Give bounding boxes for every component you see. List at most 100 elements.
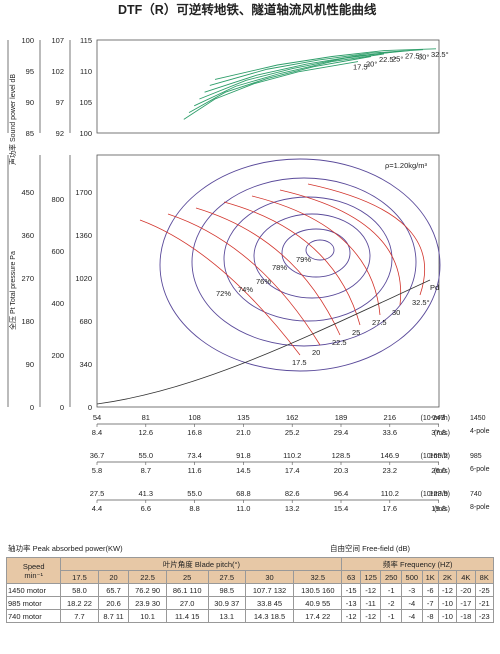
pressure-tick-label: 450 bbox=[21, 188, 34, 197]
table-col-header: 25 bbox=[165, 570, 209, 584]
table-cell: -25 bbox=[474, 583, 495, 597]
table-cell: -11 bbox=[359, 596, 382, 610]
velocity-tick-label: 29.4 bbox=[334, 428, 349, 437]
efficiency-label: 78% bbox=[272, 263, 287, 272]
sound-ylabel: 声功率 Sound power level dB bbox=[8, 74, 17, 165]
airflow-tick-label: 110.2 bbox=[283, 451, 301, 460]
airflow-tick-label: 68.8 bbox=[236, 489, 251, 498]
airflow-tick-label: 91.8 bbox=[236, 451, 251, 460]
speed-label: 1450 bbox=[470, 415, 486, 422]
sound-series-line bbox=[209, 49, 424, 86]
table-cell: 76.2 90 bbox=[128, 583, 167, 597]
table-cell: -7 bbox=[421, 596, 439, 610]
sound-panel: 100 95 90 85 107 102 97 92 115 110 105 100 17.5°20°… bbox=[7, 36, 449, 165]
table-cell: 65.7 bbox=[97, 583, 130, 597]
table-cell: -10 bbox=[437, 609, 458, 623]
efficiency-ring bbox=[191, 177, 417, 347]
pressure-tick-label: 1020 bbox=[75, 274, 92, 283]
table-cell: 8.7 11 bbox=[97, 609, 130, 623]
table-cell: -12 bbox=[437, 583, 458, 597]
velocity-tick-label: 25.2 bbox=[285, 428, 300, 437]
table-cell: 98.5 bbox=[207, 583, 246, 597]
sound-series-line bbox=[199, 50, 398, 100]
table-col-header: 500 bbox=[401, 570, 423, 584]
blade-pitch-line bbox=[195, 207, 341, 336]
sound-tick-label: 100 bbox=[21, 36, 34, 45]
table-cell: 130.5 160 bbox=[293, 583, 343, 597]
efficiency-label: 72% bbox=[216, 289, 231, 298]
table-col-header: 250 bbox=[380, 570, 403, 584]
table-cell: 20.6 bbox=[97, 596, 130, 610]
efficiency-label: 76% bbox=[256, 277, 271, 286]
table-col-header: 2K bbox=[437, 570, 458, 584]
airflow-unit: (10⁴m³/h) bbox=[421, 453, 450, 460]
table-cell: 27.0 bbox=[165, 596, 209, 610]
table-cell: 17.4 22 bbox=[293, 609, 343, 623]
efficiency-ring bbox=[305, 239, 335, 261]
table-cell: 11.4 15 bbox=[165, 609, 209, 623]
table-header-speed: Speed min⁻¹ bbox=[5, 557, 62, 584]
sound-series-line bbox=[204, 50, 411, 93]
airflow-tick-label: 162 bbox=[286, 413, 299, 422]
table-cell: 107.7 132 bbox=[244, 583, 295, 597]
table-col-header: 32.5 bbox=[293, 570, 343, 584]
efficiency-label: 74% bbox=[238, 285, 253, 294]
table-cell: 40.9 55 bbox=[293, 596, 343, 610]
blade-pitch-label: 17.5 bbox=[292, 358, 307, 367]
velocity-tick-label: 14.5 bbox=[236, 466, 251, 475]
velocity-tick-label: 20.3 bbox=[334, 466, 349, 475]
table-cell-speed: 985 motor bbox=[5, 596, 62, 610]
velocity-tick-label: 21.0 bbox=[236, 428, 251, 437]
table-cell: -12 bbox=[341, 609, 361, 623]
speed-label: 985 bbox=[470, 453, 482, 460]
velocity-tick-label: 4.4 bbox=[92, 504, 102, 513]
blade-pitch-label: 30 bbox=[392, 308, 400, 317]
table-cell: 58.0 bbox=[60, 583, 99, 597]
airflow-tick-label: 55.0 bbox=[187, 489, 202, 498]
velocity-tick-label: 11.0 bbox=[236, 504, 250, 513]
sound-tick-label: 110 bbox=[80, 67, 92, 76]
blade-pitch-label: 22.5 bbox=[332, 338, 347, 347]
velocity-tick-label: 37.8 bbox=[431, 428, 446, 437]
airflow-unit: (10⁴m³/h) bbox=[421, 415, 450, 422]
airflow-tick-label: 81 bbox=[142, 413, 150, 422]
pressure-tick-label: 0 bbox=[30, 403, 34, 412]
velocity-tick-label: 17.4 bbox=[285, 466, 300, 475]
airflow-tick-label: 27.5 bbox=[90, 489, 105, 498]
pressure-tick-label: 360 bbox=[21, 231, 34, 240]
sound-tick-label: 95 bbox=[26, 67, 34, 76]
velocity-tick-label: 33.6 bbox=[382, 428, 397, 437]
speed-label: 740 bbox=[470, 491, 482, 498]
table-col-header: 125 bbox=[359, 570, 382, 584]
sound-tick-label: 115 bbox=[80, 36, 92, 45]
table-row: 1450 motor 58.0 65.7 76.2 90 86.1 110 98.5 107… bbox=[5, 583, 495, 597]
blade-pitch-label: 25 bbox=[352, 328, 360, 337]
table-col-header: 30 bbox=[244, 570, 295, 584]
table-cell: -3 bbox=[401, 583, 423, 597]
efficiency-ring bbox=[281, 228, 351, 278]
system-curve bbox=[96, 279, 431, 405]
pd-label: Pd bbox=[430, 283, 439, 292]
table-cell: 30.9 37 bbox=[207, 596, 246, 610]
airflow-tick-label: 216 bbox=[384, 413, 397, 422]
table-cell: 14.3 18.5 bbox=[244, 609, 295, 623]
sound-tick-label: 105 bbox=[79, 98, 92, 107]
table-col-header: 8K bbox=[474, 570, 495, 584]
sound-series-label: 17.5° bbox=[353, 63, 371, 72]
pressure-tick-label: 1700 bbox=[75, 188, 92, 197]
table-row: 985 motor 18.2 22 20.6 23.9 30 27.0 30.9 37 33… bbox=[5, 596, 495, 610]
freefield-label: 自由空间 Free-field (dB) bbox=[330, 544, 411, 553]
sound-tick-label: 97 bbox=[56, 98, 64, 107]
sound-tick-label: 107 bbox=[51, 36, 64, 45]
airflow-tick-label: 55.0 bbox=[138, 451, 153, 460]
airflow-tick-label: 146.9 bbox=[380, 451, 399, 460]
velocity-tick-label: 12.6 bbox=[138, 428, 153, 437]
velocity-unit: (m/s) bbox=[434, 430, 450, 437]
table-cell-speed: 740 motor bbox=[5, 609, 62, 623]
performance-table: Speed min⁻¹ 叶片角度 Blade pitch(°) 频率 Frequ… bbox=[5, 557, 495, 623]
table-col-header: 17.5 bbox=[60, 570, 99, 584]
pressure-tick-label: 0 bbox=[60, 403, 64, 412]
pressure-tick-label: 680 bbox=[79, 317, 92, 326]
efficiency-label: 79% bbox=[296, 255, 311, 264]
airflow-tick-label: 243 bbox=[432, 413, 445, 422]
